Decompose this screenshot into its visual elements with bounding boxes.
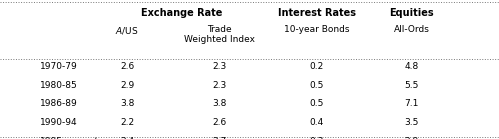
Text: 2.4: 2.4 (120, 137, 134, 139)
Text: All-Ords: All-Ords (394, 25, 430, 34)
Text: 1995-current: 1995-current (40, 137, 99, 139)
Text: 2.3: 2.3 (213, 81, 227, 90)
Text: 3.8: 3.8 (213, 99, 227, 108)
Text: Exchange Rate: Exchange Rate (141, 8, 223, 18)
Text: 2.3: 2.3 (213, 62, 227, 71)
Text: 0.4: 0.4 (310, 118, 324, 127)
Text: 0.3: 0.3 (310, 137, 324, 139)
Text: 1970-79: 1970-79 (40, 62, 78, 71)
Text: 2.2: 2.2 (120, 118, 134, 127)
Text: 1986-89: 1986-89 (40, 99, 78, 108)
Text: $A/$US: $A/$US (115, 25, 139, 36)
Text: 0.2: 0.2 (310, 62, 324, 71)
Text: 10-year Bonds: 10-year Bonds (284, 25, 350, 34)
Text: 3.8: 3.8 (120, 99, 134, 108)
Text: 2.6: 2.6 (213, 118, 227, 127)
Text: Trade
Weighted Index: Trade Weighted Index (184, 25, 255, 44)
Text: 0.5: 0.5 (310, 81, 324, 90)
Text: Interest Rates: Interest Rates (278, 8, 356, 18)
Text: 1990-94: 1990-94 (40, 118, 77, 127)
Text: 3.5: 3.5 (405, 118, 419, 127)
Text: 0.5: 0.5 (310, 99, 324, 108)
Text: 7.1: 7.1 (405, 99, 419, 108)
Text: 5.5: 5.5 (405, 81, 419, 90)
Text: 2.9: 2.9 (405, 137, 419, 139)
Text: 2.7: 2.7 (213, 137, 227, 139)
Text: 2.6: 2.6 (120, 62, 134, 71)
Text: 4.8: 4.8 (405, 62, 419, 71)
Text: 1980-85: 1980-85 (40, 81, 78, 90)
Text: Equities: Equities (389, 8, 434, 18)
Text: 2.9: 2.9 (120, 81, 134, 90)
